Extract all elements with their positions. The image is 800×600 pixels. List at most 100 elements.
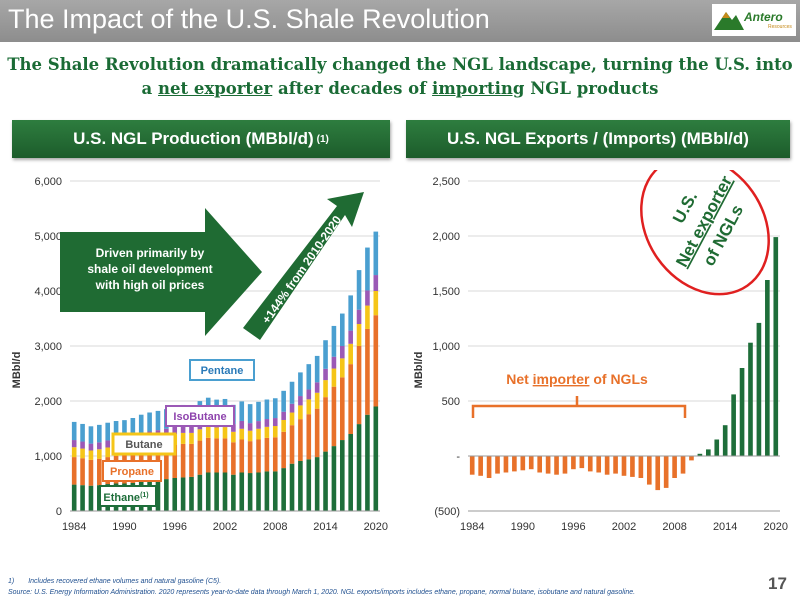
bar-pentane-2020 [373,231,379,276]
bar-ethane-1985 [80,485,85,511]
logo-text: Antero [744,10,783,24]
bar-propane-1985 [80,458,85,486]
bar-butane-2015 [331,368,337,387]
y-tick-label: (500) [434,506,460,518]
bar-pentane-2008 [272,398,278,419]
bar-isobutane-2018 [356,309,362,324]
bar-isobutane-1997 [180,424,186,433]
bar-propane-2003 [231,442,236,475]
y-tick-label: 2,000 [432,231,460,243]
bar-pentane-1990 [122,420,127,439]
bar-2011 [697,453,703,456]
bar-ethane-2004 [239,472,245,511]
bar-butane-2013 [314,392,320,409]
bar-2003 [630,456,635,477]
bar-propane-2010 [289,425,295,464]
bar-2008 [672,456,677,478]
bar-isobutane-2012 [306,389,312,400]
bar-butane-2016 [339,358,345,378]
bar-pentane-2018 [356,270,362,310]
bar-propane-2018 [356,346,362,425]
bar-1987 [495,456,500,474]
driven-arrow: Driven primarily by shale oil developmen… [60,208,262,336]
bar-1991 [528,456,534,470]
bar-propane-2017 [348,364,353,434]
bar-butane-2004 [239,428,245,440]
bar-propane-2002 [222,438,228,473]
bar-1995 [562,456,568,474]
bar-butane-2011 [298,405,303,420]
bar-isobutane-2019 [365,290,370,306]
bar-isobutane-2008 [272,418,278,427]
bar-ethane-2016 [339,440,345,511]
series-label-ethane: Ethane(1) [99,485,157,507]
bar-propane-1996 [172,445,178,478]
bar-2007 [663,456,669,488]
headline-line-2: a net exporter after decades of importin… [0,77,800,101]
bar-isobutane-2016 [339,346,345,359]
net-importer-annotation: Net importer of NGLs [471,371,687,418]
bar-2002 [621,456,627,476]
bar-ethane-2019 [365,414,370,511]
bar-ethane-2002 [222,472,228,511]
bar-pentane-1984 [71,421,77,441]
bar-2018 [756,322,762,456]
bar-butane-2010 [289,412,295,426]
importer-bracket [471,396,687,418]
bar-ethane-2011 [298,460,303,511]
bar-pentane-2011 [298,372,303,397]
series-label-butane: Butane [111,432,177,456]
bar-2016 [739,368,745,456]
y-tick-label: 2,000 [34,396,62,408]
x-tick-label: 2020 [764,521,788,533]
bar-2006 [655,456,661,491]
bar-isobutane-2006 [256,421,261,429]
bar-isobutane-1998 [189,424,194,433]
bar-butane-2001 [214,427,219,439]
bar-2019 [765,280,770,456]
headline-importing: importing [432,79,525,98]
bar-butane-2007 [264,426,270,438]
production-y-axis-label: MBbl/d [11,352,23,389]
bar-1993 [545,456,551,474]
bar-2000 [604,456,610,475]
bar-ethane-2015 [331,446,337,511]
bar-propane-2019 [365,328,370,415]
bar-propane-2007 [264,437,270,472]
bar-pentane-1986 [88,426,94,444]
driven-arrow-text-1: Driven primarily by [96,246,205,260]
production-chart-header: U.S. NGL Production (MBbl/d) (1) [12,120,390,158]
net-importer-text: Net importer of NGLs [506,371,648,387]
ethane-label-text: Ethane(1) [103,492,148,504]
bar-butane-2014 [323,380,328,398]
bar-propane-2005 [247,441,253,474]
bar-ethane-1997 [180,477,186,511]
bar-1992 [537,456,542,473]
bar-pentane-2016 [339,313,345,346]
bar-1989 [512,456,517,472]
page-number: 17 [768,574,787,593]
bar-butane-1998 [189,432,194,444]
x-tick-label: 1990 [511,521,535,533]
x-tick-label: 1984 [460,521,484,533]
bar-2013 [714,439,720,456]
y-tick-label: 6,000 [34,176,62,188]
bar-1990 [520,456,526,471]
bar-pentane-1992 [138,414,144,434]
bar-2015 [731,394,736,456]
bar-2005 [646,456,652,485]
headline: The Shale Revolution dramatically change… [0,53,800,101]
production-chart-title: U.S. NGL Production (MBbl/d) [73,129,314,148]
bar-1986 [486,456,492,478]
bar-2017 [748,342,753,456]
y-tick-label: 3,000 [34,341,62,353]
propane-label-text: Propane [110,466,154,478]
series-label-pentane: Pentane [189,359,255,381]
y-tick-label: 500 [442,396,460,408]
bar-pentane-1987 [97,424,102,443]
bar-propane-1987 [97,458,102,486]
x-tick-label: 2008 [263,521,287,533]
bar-propane-1997 [180,443,186,478]
y-tick-label: 0 [56,506,62,518]
bar-1997 [579,456,585,469]
